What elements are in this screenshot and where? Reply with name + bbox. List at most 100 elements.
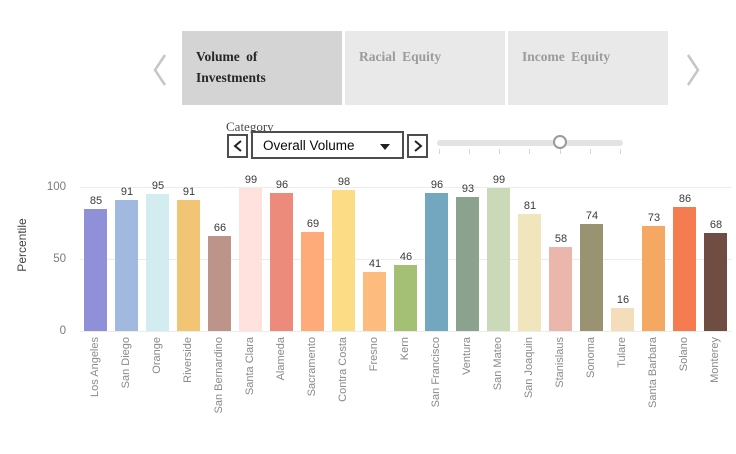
y-tick-50: 50	[53, 253, 66, 265]
bar[interactable]	[84, 209, 107, 331]
x-axis-label: Riverside	[182, 337, 194, 383]
tab-income-equity[interactable]: Income Equity	[508, 31, 668, 105]
bar-group-monterey: 68 Monterey	[704, 160, 727, 383]
bar-value-label: 81	[523, 200, 537, 212]
bar[interactable]	[611, 308, 634, 331]
bar-group-santa-barbara: 73 Santa Barbara	[642, 160, 665, 408]
bar[interactable]	[425, 193, 448, 331]
carousel-next-button[interactable]	[684, 52, 702, 93]
bar[interactable]	[456, 197, 479, 331]
bar-group-sacramento: 69 Sacramento	[301, 160, 324, 396]
x-axis-label: Solano	[678, 337, 690, 372]
x-axis-label: Alameda	[275, 337, 287, 381]
bar[interactable]	[208, 236, 231, 331]
bar[interactable]	[239, 188, 262, 331]
x-axis-label: Monterey	[709, 337, 721, 383]
x-axis-label: San Diego	[120, 337, 132, 389]
bar[interactable]	[115, 200, 138, 331]
bar[interactable]	[549, 247, 572, 331]
bar-value-label: 68	[709, 219, 723, 231]
bar-group-solano: 86 Solano	[673, 160, 696, 371]
bar[interactable]	[673, 207, 696, 331]
x-axis-label: Ventura	[461, 337, 473, 375]
bar-value-label: 73	[647, 212, 661, 224]
bar[interactable]	[704, 233, 727, 331]
tab-volume-of-investments[interactable]: Volume of Investments	[182, 31, 342, 105]
category-select-value: Overall Volume	[263, 137, 355, 153]
bar-group-alameda: 96 Alameda	[270, 160, 293, 380]
bar-group-los-angeles: 85 Los Angeles	[84, 160, 107, 397]
x-axis-label: Stanislaus	[554, 337, 566, 388]
bar[interactable]	[487, 188, 510, 331]
y-axis-title: Percentile	[15, 218, 29, 272]
bar-value-label: 99	[244, 174, 258, 186]
bar-group-contra-costa: 98 Contra Costa	[332, 160, 355, 402]
x-axis-label: Orange	[151, 337, 163, 374]
bar-value-label: 86	[678, 193, 692, 205]
bar-value-label: 93	[461, 183, 475, 195]
bar-group-orange: 95 Orange	[146, 160, 169, 374]
bar-group-santa-clara: 99 Santa Clara	[239, 160, 262, 395]
gridline-100	[80, 187, 732, 188]
bar-value-label: 96	[275, 179, 289, 191]
bar[interactable]	[642, 226, 665, 331]
x-axis-label: San Bernardino	[213, 337, 225, 414]
chevron-left-icon	[232, 140, 242, 152]
bar[interactable]	[580, 224, 603, 331]
bar-value-label: 58	[554, 233, 568, 245]
bar[interactable]	[270, 193, 293, 331]
category-prev-button[interactable]	[227, 134, 248, 158]
y-tick-100: 100	[46, 181, 66, 193]
bar-value-label: 91	[120, 186, 134, 198]
bar[interactable]	[363, 272, 386, 331]
bar[interactable]	[177, 200, 200, 331]
bar-value-label: 85	[89, 195, 103, 207]
x-axis-label: Kern	[399, 337, 411, 361]
gridline-50	[80, 259, 732, 260]
bar[interactable]	[394, 265, 417, 331]
slider-thumb[interactable]	[552, 135, 567, 149]
chevron-right-icon	[686, 54, 700, 86]
bar-value-label: 91	[182, 186, 196, 198]
bar-group-ventura: 93 Ventura	[456, 160, 479, 375]
bar-value-label: 69	[306, 218, 320, 230]
bar-value-label: 66	[213, 222, 227, 234]
x-axis-label: Santa Barbara	[647, 337, 659, 408]
x-axis-label: Santa Clara	[244, 337, 256, 396]
category-label: Category	[226, 119, 274, 134]
slider-track[interactable]	[437, 135, 623, 149]
category-next-button[interactable]	[407, 134, 428, 158]
tab-bar: Volume of Investments Racial Equity Inco…	[182, 31, 671, 105]
bar-value-label: 16	[616, 294, 630, 306]
x-axis-label: Fresno	[368, 337, 380, 372]
bar-group-san-diego: 91 San Diego	[115, 160, 138, 388]
bar[interactable]	[146, 194, 169, 331]
bar-value-label: 46	[399, 251, 413, 263]
bar-value-label: 95	[151, 180, 165, 192]
bar-group-riverside: 91 Riverside	[177, 160, 200, 383]
x-axis-label: Contra Costa	[337, 337, 349, 402]
x-axis-label: San Mateo	[492, 337, 504, 391]
bar-group-stanislaus: 58 Stanislaus	[549, 160, 572, 388]
gridline-0	[80, 331, 732, 332]
x-axis-label: Tulare	[616, 337, 628, 368]
bar-group-tulare: 16 Tulare	[611, 160, 634, 368]
carousel-prev-button[interactable]	[151, 52, 169, 93]
bar-value-label: 99	[492, 174, 506, 186]
chevron-right-icon	[413, 140, 423, 152]
x-axis-label: Sacramento	[306, 337, 318, 397]
x-axis-label: San Francisco	[430, 337, 442, 408]
x-axis-label: Los Angeles	[89, 337, 101, 397]
chevron-left-icon	[153, 54, 167, 86]
bar-value-label: 41	[368, 258, 382, 270]
slider-ticks	[439, 149, 621, 154]
bar[interactable]	[301, 232, 324, 331]
bar[interactable]	[332, 190, 355, 331]
category-select[interactable]: Overall Volume	[251, 131, 404, 159]
bar-group-san-francisco: 96 San Francisco	[425, 160, 448, 407]
x-axis-label: San Joaquin	[523, 337, 535, 399]
bar[interactable]	[518, 214, 541, 331]
bar-value-label: 98	[337, 176, 351, 188]
bar-group-kern: 46 Kern	[394, 160, 417, 360]
tab-racial-equity[interactable]: Racial Equity	[345, 31, 505, 105]
